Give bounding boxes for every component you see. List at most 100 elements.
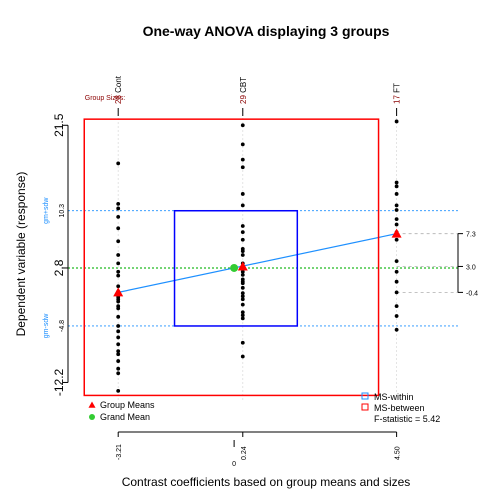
contrast-fit-line: [118, 233, 397, 293]
group-size-label: Group Sizes:: [85, 95, 126, 102]
data-point: [116, 366, 121, 371]
data-point: [116, 214, 121, 219]
data-point: [394, 217, 399, 222]
group-size: 29: [239, 93, 248, 104]
data-point: [240, 123, 245, 128]
data-point: [240, 354, 245, 359]
data-point: [240, 224, 245, 228]
grand-mean-tick-label: 0: [232, 461, 236, 468]
legend-marker-triangle: [88, 401, 96, 408]
group-name: CBT: [239, 77, 248, 93]
reference-line-tick-label: -4.8: [59, 320, 66, 332]
data-point: [116, 314, 121, 319]
legend-label: MS-within: [374, 392, 414, 402]
data-point: [116, 273, 121, 278]
group-name: FT: [393, 83, 402, 93]
data-point: [240, 294, 245, 299]
group-mean-marker: [113, 287, 124, 297]
data-point: [116, 253, 121, 257]
x-axis-label: Contrast coefficients based on group mea…: [122, 475, 411, 489]
data-point: [240, 340, 245, 345]
data-point: [240, 291, 245, 296]
data-point: [116, 349, 121, 354]
group-size: 28: [114, 93, 123, 104]
data-point: [240, 157, 245, 162]
data-point: [394, 119, 399, 124]
x-tick-label: -3.21: [116, 444, 123, 460]
data-point: [240, 249, 245, 254]
ms-within-square: [83, 118, 380, 397]
data-point: [116, 335, 121, 340]
data-point: [394, 259, 399, 264]
y-tick-label: -12.2: [52, 368, 66, 396]
data-point: [116, 261, 121, 266]
data-point: [116, 342, 121, 347]
data-point: [240, 285, 245, 290]
data-point: [240, 237, 245, 242]
x-tick-label: 4.50: [395, 446, 402, 460]
data-point: [240, 269, 245, 274]
data-point: [240, 316, 245, 321]
data-point: [116, 306, 121, 311]
data-point: [116, 359, 121, 363]
data-point: [240, 253, 245, 257]
y-tick-label: 2.8: [52, 259, 66, 276]
data-point: [240, 272, 245, 277]
group-label: 29 CBT: [239, 77, 248, 104]
legend-label: Grand Mean: [100, 412, 150, 422]
x-tick-label: 0.24: [241, 446, 248, 460]
data-point: [394, 184, 399, 189]
reference-line-name: gm-sdw: [43, 313, 50, 338]
reference-line-tick-label: 10.3: [59, 204, 66, 218]
group-name: Cont: [114, 75, 123, 93]
legend-marker-circle: [89, 414, 95, 420]
data-point: [394, 192, 399, 196]
y-tick-label: 21.5: [52, 113, 66, 137]
data-point: [394, 203, 399, 208]
group-size: 17: [393, 93, 402, 104]
data-point: [394, 269, 399, 274]
data-point: [240, 302, 245, 307]
axes-layer: 10.3 gm+sdw -4.8 gm-sdw 21.5 2.8 -12.2 7.3 3.0 -0…: [43, 75, 478, 468]
data-point: [240, 192, 245, 196]
group-mean-marker: [237, 261, 248, 271]
variance-squares-layer: [83, 118, 380, 397]
group-label: 17 FT: [393, 83, 402, 104]
data-point: [394, 327, 399, 332]
data-point: [394, 180, 399, 185]
legend-label: Group Means: [100, 400, 155, 410]
reference-line-name: gm+sdw: [43, 197, 50, 224]
data-point: [240, 230, 245, 235]
data-point: [116, 284, 121, 289]
data-point: [116, 269, 121, 274]
ms-between-square: [173, 209, 299, 327]
data-point: [240, 310, 245, 315]
data-point: [116, 201, 121, 206]
data-point: [116, 329, 121, 334]
data-point: [116, 239, 121, 244]
data-point: [116, 206, 121, 211]
data-point: [116, 226, 121, 231]
legend-marker-square: [361, 403, 369, 411]
data-point: [394, 222, 399, 227]
data-point: [394, 237, 399, 242]
reference-lines-layer: [68, 110, 458, 400]
data-point: [394, 208, 399, 212]
group-label: 28 Cont: [114, 75, 123, 104]
chart-title: One-way ANOVA displaying 3 groups: [143, 23, 390, 39]
group-mean-marker: [391, 228, 402, 238]
right-tick-label: 3.0: [466, 264, 476, 271]
data-point: [394, 279, 399, 284]
legend-label: F-statistic = 5.42: [374, 414, 440, 424]
data-point: [394, 290, 399, 295]
data-point: [116, 324, 121, 328]
legend-layer: Group Means Grand Mean MS-withinMS-between…: [88, 392, 440, 424]
y-axis-label: Dependent variable (response): [14, 172, 28, 337]
data-point: [240, 142, 245, 147]
data-point: [116, 388, 121, 393]
data-point: [240, 279, 245, 284]
grand-mean-point: [230, 263, 239, 272]
legend-marker-square: [361, 392, 369, 400]
data-point: [394, 304, 399, 309]
